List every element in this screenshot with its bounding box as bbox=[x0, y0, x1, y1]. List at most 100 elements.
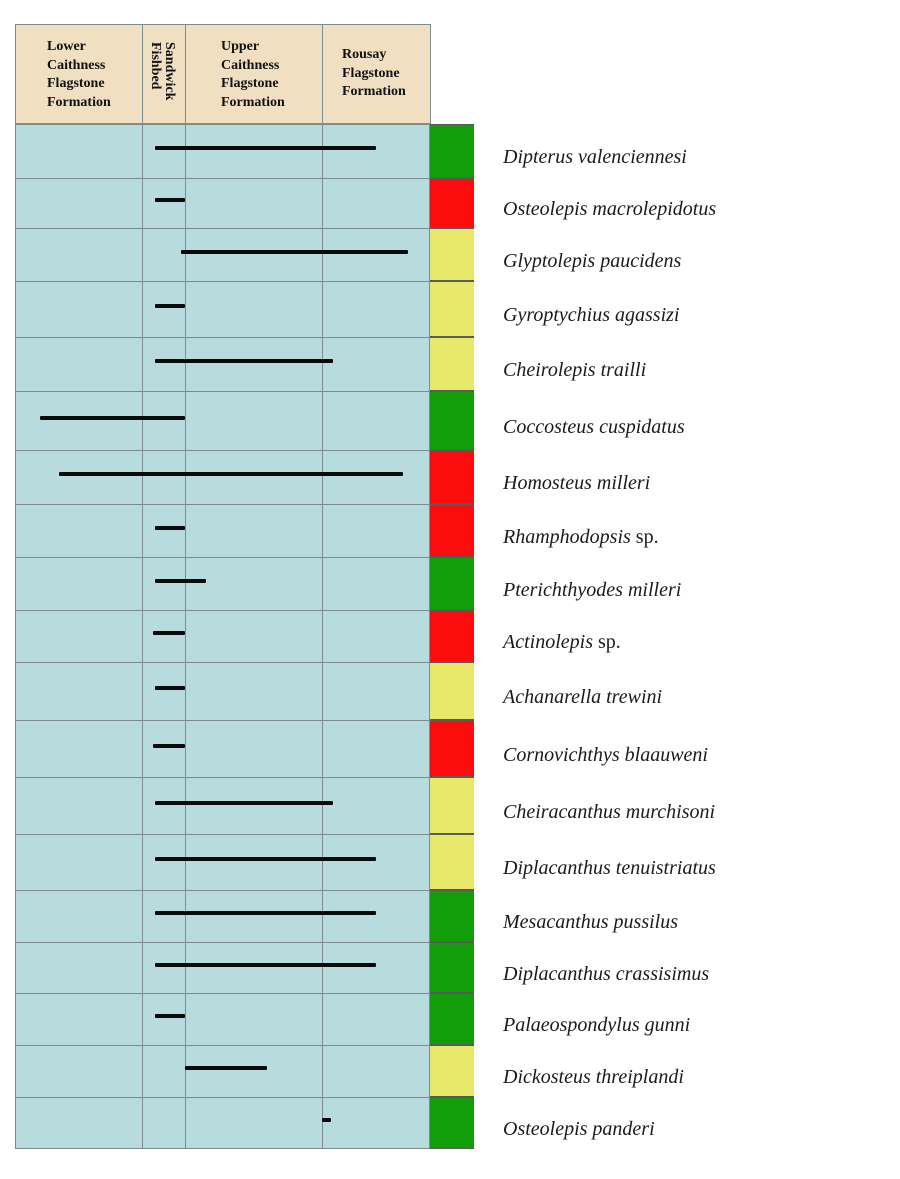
grid-row-divider bbox=[15, 834, 430, 835]
grid-divider-2 bbox=[185, 24, 186, 1149]
species-name: Osteolepis macrolepidotus bbox=[503, 198, 717, 220]
grid-row-divider bbox=[15, 942, 430, 943]
grid-divider-1 bbox=[142, 24, 143, 1149]
species-name: Dipterus valenciennesi bbox=[503, 146, 687, 168]
species-label: Diplacanthus tenuistriatus bbox=[503, 856, 716, 880]
species-label: Osteolepis macrolepidotus bbox=[503, 197, 716, 221]
status-swatch-green bbox=[430, 942, 474, 993]
grid-row-divider bbox=[15, 720, 430, 721]
grid-row-divider bbox=[15, 662, 430, 663]
status-swatch-green bbox=[430, 1097, 474, 1149]
range-bar bbox=[154, 198, 185, 202]
range-bar bbox=[154, 911, 376, 915]
range-bar bbox=[154, 359, 333, 363]
range-bar bbox=[154, 525, 185, 530]
species-name: Diplacanthus crassisimus bbox=[503, 962, 710, 985]
grid-row-divider bbox=[15, 777, 430, 778]
grid-row-divider bbox=[15, 281, 430, 282]
species-label: Glyptolepis paucidens bbox=[503, 249, 681, 273]
grid-row-divider bbox=[15, 504, 430, 505]
range-bar bbox=[154, 962, 376, 967]
range-bar bbox=[154, 146, 376, 150]
status-swatch-yellow bbox=[430, 337, 474, 391]
header-rousay: Rousay Flagstone Formation bbox=[342, 47, 406, 99]
header-cell-upper bbox=[185, 24, 323, 124]
status-swatch-red bbox=[430, 178, 474, 228]
species-label: Gyroptychius agassizi bbox=[503, 303, 679, 327]
species-label: Cheiracanthus murchisoni bbox=[503, 800, 715, 824]
species-label: Pterichthyodes milleri bbox=[503, 578, 681, 602]
species-label: Actinolepis sp. bbox=[503, 630, 621, 654]
species-label: Achanarella trewini bbox=[503, 685, 662, 709]
species-name: Osteolepis panderi bbox=[503, 1118, 655, 1140]
species-name: Dickosteus threiplandi bbox=[503, 1066, 684, 1088]
range-bar bbox=[185, 1066, 268, 1070]
status-swatch-green bbox=[430, 391, 474, 450]
status-swatch-red bbox=[430, 450, 474, 504]
species-name: Coccosteus cuspidatus bbox=[503, 415, 685, 438]
species-suffix: sp. bbox=[630, 525, 659, 548]
grid-divider-3 bbox=[322, 24, 323, 1149]
range-bar bbox=[154, 578, 206, 583]
range-bar bbox=[154, 686, 185, 690]
range-bar bbox=[154, 1014, 185, 1018]
range-bar bbox=[322, 1118, 331, 1122]
status-swatch-yellow bbox=[430, 281, 474, 337]
status-swatch-green bbox=[430, 890, 474, 942]
range-bar bbox=[154, 304, 185, 308]
species-label: Palaeospondylus gunni bbox=[503, 1013, 690, 1037]
species-name: Cornovichthys blaauweni bbox=[503, 743, 708, 766]
species-name: Mesacanthus pussilus bbox=[503, 911, 678, 933]
species-label: Diplacanthus crassisimus bbox=[503, 962, 709, 986]
grid-row-divider bbox=[15, 337, 430, 338]
species-name: Diplacanthus tenuistriatus bbox=[503, 857, 716, 879]
species-label: Cornovichthys blaauweni bbox=[503, 743, 708, 767]
status-swatch-red bbox=[430, 504, 474, 557]
species-name: Pterichthyodes milleri bbox=[503, 578, 682, 601]
grid-row-divider bbox=[15, 993, 430, 994]
status-swatch-green bbox=[430, 993, 474, 1045]
header-cell-rousay bbox=[322, 24, 431, 124]
grid-row-divider bbox=[15, 450, 430, 451]
header-sandwick-fishbed: Sandwick Fishbed bbox=[148, 42, 177, 101]
species-label: Osteolepis panderi bbox=[503, 1117, 655, 1141]
species-suffix: sp. bbox=[592, 631, 621, 653]
grid-row-divider bbox=[15, 610, 430, 611]
species-name: Actinolepis bbox=[503, 631, 593, 653]
species-name: Rhamphodopsis bbox=[503, 525, 631, 548]
header-lower-caithness: Lower Caithness Flagstone Formation bbox=[47, 39, 111, 110]
range-bar bbox=[180, 249, 409, 254]
status-swatch-yellow bbox=[430, 228, 474, 281]
status-swatch-red bbox=[430, 610, 474, 662]
species-label: Cheirolepis trailli bbox=[503, 358, 646, 382]
species-name: Achanarella trewini bbox=[503, 686, 663, 708]
grid-row-divider bbox=[15, 391, 430, 392]
grid-body bbox=[15, 124, 430, 1149]
species-label: Rhamphodopsis sp. bbox=[503, 525, 659, 549]
range-bar bbox=[152, 743, 185, 748]
range-bar bbox=[59, 472, 403, 476]
grid-row-divider bbox=[15, 890, 430, 891]
status-swatch-red bbox=[430, 720, 474, 777]
species-name: Homosteus milleri bbox=[503, 472, 651, 494]
species-label: Dipterus valenciennesi bbox=[503, 145, 687, 169]
species-name: Cheirolepis trailli bbox=[503, 359, 647, 381]
species-label: Coccosteus cuspidatus bbox=[503, 415, 685, 439]
range-bar bbox=[154, 800, 333, 805]
species-name: Gyroptychius agassizi bbox=[503, 304, 680, 326]
range-bar bbox=[152, 631, 185, 635]
status-swatch-yellow bbox=[430, 777, 474, 834]
species-label: Homosteus milleri bbox=[503, 471, 650, 495]
grid-row-divider bbox=[15, 1097, 430, 1098]
range-bar bbox=[154, 857, 376, 861]
status-swatch-yellow bbox=[430, 834, 474, 890]
status-swatch-green bbox=[430, 124, 474, 178]
species-name: Glyptolepis paucidens bbox=[503, 249, 682, 272]
grid-row-divider bbox=[15, 1045, 430, 1046]
status-swatch-green bbox=[430, 557, 474, 610]
species-label: Mesacanthus pussilus bbox=[503, 910, 678, 934]
grid-row-divider bbox=[15, 228, 430, 229]
grid-row-divider bbox=[15, 178, 430, 179]
header-cell-lower bbox=[15, 24, 143, 124]
